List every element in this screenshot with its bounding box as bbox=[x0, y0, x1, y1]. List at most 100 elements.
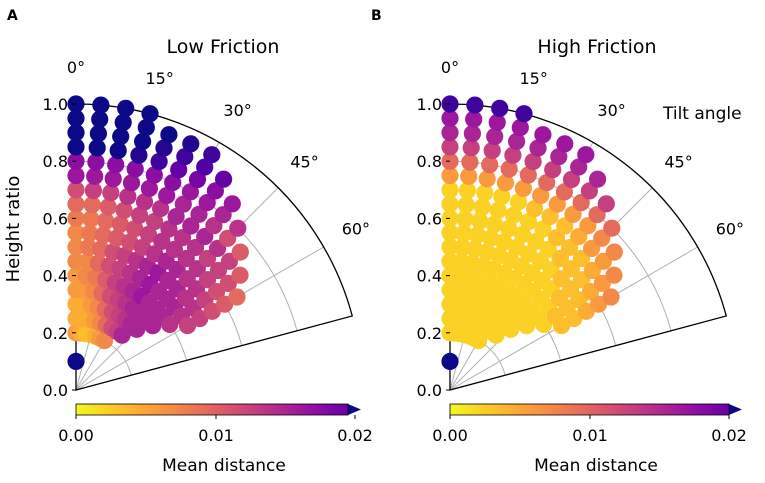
data-point bbox=[112, 127, 130, 146]
data-point bbox=[590, 295, 608, 313]
data-point bbox=[83, 196, 101, 214]
data-point bbox=[471, 212, 489, 230]
colorbar-outline bbox=[75, 403, 349, 416]
panel-high-friction: B High Friction 0.0 0.2 0.4 0.6 0.8 1.0 0° 15°… bbox=[371, 8, 747, 476]
data-point bbox=[67, 352, 85, 370]
colorbar-gradient bbox=[76, 404, 348, 415]
angle-tick-label: 0° bbox=[67, 58, 85, 77]
data-point bbox=[67, 195, 85, 213]
data-point bbox=[140, 179, 158, 197]
data-point bbox=[500, 220, 518, 238]
data-point bbox=[466, 96, 484, 114]
data-point bbox=[463, 125, 481, 143]
data-point bbox=[514, 179, 533, 197]
radial-tick-label: 0.6 bbox=[43, 209, 68, 228]
data-point bbox=[203, 146, 221, 164]
data-point bbox=[160, 220, 178, 238]
data-point bbox=[160, 126, 178, 144]
data-point bbox=[541, 208, 559, 226]
angle-tick-label: 60° bbox=[716, 219, 744, 238]
data-point bbox=[562, 170, 581, 189]
data-point bbox=[164, 174, 182, 192]
colorbar: 0.00 0.01 0.02 Mean distance bbox=[432, 403, 747, 476]
angle-tick-label: 30° bbox=[597, 101, 625, 120]
data-point bbox=[135, 193, 154, 211]
data-point bbox=[478, 170, 496, 188]
data-point bbox=[97, 212, 115, 230]
data-point bbox=[229, 219, 247, 237]
data-point bbox=[188, 170, 207, 189]
data-point bbox=[602, 288, 620, 306]
data-point bbox=[145, 166, 163, 184]
data-point bbox=[483, 142, 501, 160]
radial-tick-labels: 0.0 0.2 0.4 0.6 0.8 1.0 bbox=[417, 95, 450, 400]
data-point bbox=[99, 198, 117, 216]
data-point bbox=[515, 105, 533, 123]
data-point bbox=[441, 238, 459, 256]
data-point bbox=[216, 295, 234, 313]
data-point bbox=[67, 109, 85, 127]
data-point bbox=[468, 226, 486, 244]
data-point bbox=[67, 224, 85, 242]
data-point bbox=[117, 99, 135, 117]
data-point bbox=[176, 148, 194, 166]
data-point bbox=[215, 170, 233, 188]
data-point bbox=[91, 110, 109, 128]
data-point bbox=[485, 215, 503, 233]
data-point bbox=[520, 212, 538, 231]
data-point bbox=[476, 184, 494, 202]
radial-tick-label: 0.8 bbox=[417, 152, 442, 171]
angle-axis-label: Tilt angle bbox=[662, 104, 742, 124]
data-point bbox=[473, 198, 491, 216]
radial-tick-label: 1.0 bbox=[417, 95, 442, 114]
data-point bbox=[441, 138, 459, 156]
data-point bbox=[231, 243, 249, 261]
radial-tick-label: 1.0 bbox=[43, 95, 68, 114]
data-point bbox=[67, 238, 85, 256]
data-point bbox=[81, 224, 99, 242]
data-point bbox=[524, 153, 542, 171]
data-point bbox=[589, 170, 607, 188]
colorbar-extend-arrow bbox=[348, 404, 361, 415]
angle-tick-label: 45° bbox=[290, 152, 318, 171]
data-point bbox=[565, 309, 583, 328]
data-point bbox=[104, 170, 122, 188]
angle-tick-label: 30° bbox=[223, 101, 251, 120]
data-point bbox=[89, 125, 107, 143]
data-point bbox=[504, 146, 522, 164]
panel-letter: A bbox=[7, 8, 18, 24]
data-point bbox=[158, 187, 176, 205]
data-point bbox=[94, 226, 112, 244]
data-point bbox=[441, 109, 459, 127]
data-point bbox=[486, 127, 504, 146]
colorbar-tick-label: 0.00 bbox=[58, 426, 94, 445]
radial-tick-label: 0.8 bbox=[43, 152, 68, 171]
data-point bbox=[534, 126, 552, 144]
colorbar-label: Mean distance bbox=[162, 456, 286, 476]
radial-tick-label: 0.4 bbox=[417, 267, 442, 286]
data-point bbox=[538, 174, 556, 192]
data-point bbox=[457, 196, 475, 214]
data-point bbox=[88, 139, 106, 157]
data-point bbox=[605, 243, 623, 261]
radial-tick-labels: 0.0 0.2 0.4 0.6 0.8 1.0 bbox=[43, 95, 76, 400]
colorbar-label: Mean distance bbox=[534, 456, 658, 476]
data-point bbox=[109, 142, 127, 160]
data-point bbox=[87, 153, 105, 171]
angle-tick-label: 0° bbox=[441, 58, 459, 77]
data-point bbox=[458, 182, 476, 200]
data-point bbox=[455, 224, 473, 242]
data-point bbox=[170, 161, 188, 179]
colorbar-tick-label: 0.01 bbox=[198, 426, 234, 445]
data-point bbox=[122, 174, 141, 192]
data-point bbox=[465, 110, 483, 128]
data-point bbox=[509, 193, 528, 211]
data-point bbox=[228, 288, 246, 306]
data-point bbox=[526, 200, 544, 218]
data-point bbox=[146, 212, 164, 231]
data-point bbox=[441, 224, 459, 242]
data-point bbox=[167, 208, 185, 226]
panel-title: Low Friction bbox=[167, 36, 280, 58]
data-point bbox=[155, 139, 173, 157]
data-point bbox=[462, 139, 480, 157]
